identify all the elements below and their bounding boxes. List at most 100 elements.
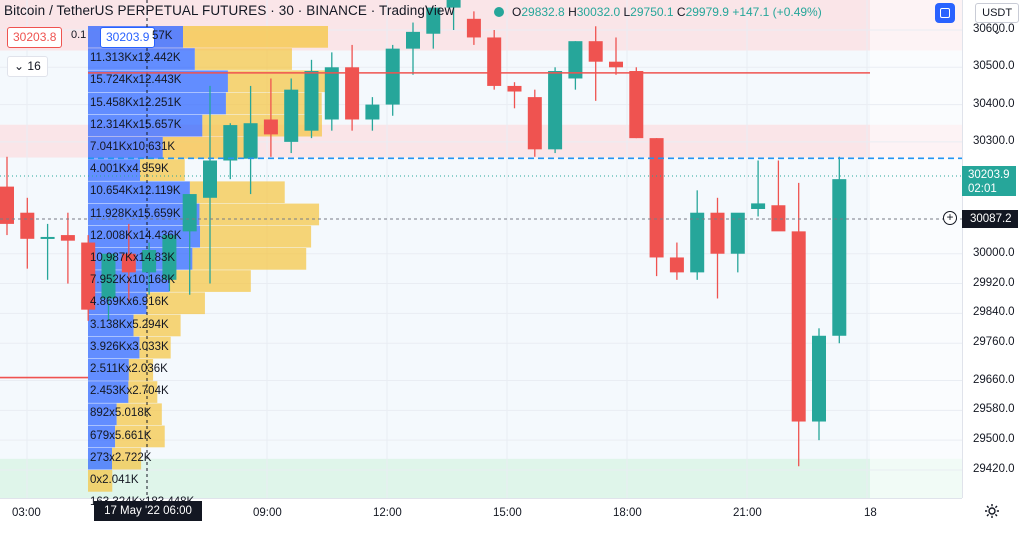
price-tick-label: 29500.0 [973, 433, 1015, 446]
candle-body [182, 194, 197, 232]
price-tick-label: 30400.0 [973, 97, 1015, 110]
vp-sell-bar [88, 159, 141, 181]
volume-profile-label: 57K [152, 30, 173, 42]
candle-body [649, 138, 664, 258]
price-tick-label: 29660.0 [973, 373, 1015, 386]
candle-body [527, 97, 542, 150]
candle-body [771, 205, 786, 232]
volume-profile-label: 7.952Kx10.168K [90, 274, 176, 287]
volume-profile-label: 10.987Kx14.83K [90, 252, 176, 264]
time-tick-label: 15:00 [493, 507, 522, 519]
candle-body [446, 0, 461, 8]
maximize-icon[interactable] [935, 3, 955, 23]
ohlc-legend: O29832.8 H30032.0 L29750.1 C29979.9 +147… [512, 5, 822, 19]
vp-sell-bar [88, 425, 116, 448]
vp-buy-bar [227, 70, 326, 93]
vp-buy-bar [128, 359, 154, 381]
high-value: 30032.0 [576, 5, 621, 19]
price-tick-label: 29420.0 [973, 463, 1015, 475]
volume-profile-label: 273x2.722K [90, 451, 152, 464]
gear-icon[interactable] [984, 503, 1000, 519]
volume-profile-label: 4.001Kx4.959K [90, 163, 169, 176]
vp-buy-bar [133, 314, 181, 337]
market-open-status-icon [494, 7, 504, 17]
volume-profile-label: 15.724Kx12.443K [90, 74, 182, 87]
candle-body [466, 18, 481, 38]
vp-buy-bar [202, 114, 322, 137]
candle-body [690, 212, 705, 273]
candle-body [121, 253, 136, 273]
vp-buy-bar [200, 225, 312, 248]
candle-body [0, 186, 14, 224]
spread-value: 0.1 [71, 29, 87, 41]
crosshair-price-tag: 30087.2 [962, 210, 1018, 228]
vp-buy-bar [194, 48, 292, 70]
candle-body [791, 231, 806, 422]
vp-sell-bar [88, 447, 113, 470]
candle-body [568, 41, 583, 79]
chart-plot-area[interactable] [0, 0, 962, 498]
sell-button[interactable]: 30203.8 [7, 27, 63, 48]
candle-body [710, 212, 725, 254]
volume-profile-label: 2.511Kx2.036K [90, 363, 168, 375]
vp-sell-bar [88, 403, 117, 426]
time-tick-label: 03:00 [12, 507, 41, 519]
volume-profile-label: 679x5.661K [90, 429, 152, 442]
candlestick-chart[interactable] [0, 0, 962, 498]
candle-body [812, 335, 826, 422]
vp-sell-bar [88, 92, 226, 115]
price-tick-label: 29840.0 [973, 306, 1015, 319]
price-tick-label: 29580.0 [973, 403, 1015, 416]
candle-body [101, 253, 116, 299]
volume-profile-label: 11.313Kx12.442K [90, 52, 181, 65]
candle-body [345, 67, 360, 120]
candle-body [263, 119, 278, 135]
low-value: 29750.1 [630, 5, 674, 19]
volume-profile-label: 4.869Kx6.916K [90, 296, 169, 309]
vp-buy-bar [115, 425, 165, 448]
candle-body [203, 160, 217, 198]
candle-body [406, 31, 420, 49]
candle-body [487, 37, 502, 86]
last-price-tag: 30203.9 02:01 [962, 166, 1016, 196]
vp-buy-bar [116, 403, 162, 426]
candle-body [324, 67, 339, 120]
time-tick-label: 21:00 [733, 507, 762, 519]
vp-buy-bar [183, 26, 328, 48]
time-tick-label: 12:00 [373, 507, 402, 519]
price-axis[interactable] [962, 0, 1024, 498]
crosshair-time-tag: 17 May '22 06:00 [94, 501, 202, 521]
price-tick-label: 30600.0 [973, 23, 1015, 35]
currency-selector[interactable]: USDT ⌄ [975, 3, 1019, 37]
symbol-title[interactable]: Bitcoin / TetherUS PERPETUAL FUTURES · 3… [4, 3, 455, 18]
candle-body [832, 179, 847, 336]
vp-sell-bar [88, 48, 195, 70]
vp-sell-bar [88, 114, 203, 137]
volume-profile-label: 12.008Kx14.436K [90, 229, 182, 242]
chevron-down-icon: ⌄ [992, 25, 1002, 37]
volume-profile-label: 10.654Kx12.119K [90, 185, 181, 198]
volume-profile-label: 163.324Kx183.448K [90, 496, 195, 509]
candle-body [629, 71, 644, 139]
add-alert-plus-icon[interactable]: + [943, 211, 957, 225]
candle-body [669, 257, 684, 273]
buy-button[interactable]: 30203.9 [100, 27, 156, 48]
price-tick-label: 30500.0 [973, 60, 1015, 73]
price-tick-label: 29760.0 [973, 336, 1015, 349]
candle-body [243, 123, 258, 159]
candle-body [81, 242, 96, 310]
candle-body [40, 236, 55, 239]
candle-body [284, 89, 299, 142]
candle-body [142, 250, 157, 273]
chevron-down-icon: ⌄ [14, 59, 25, 73]
candle-body [609, 61, 623, 68]
candle-body [751, 203, 766, 209]
interval-selector[interactable]: ⌄ 16 [7, 56, 48, 77]
candle-body [20, 212, 35, 239]
vp-sell-bar [88, 203, 200, 226]
volume-profile-label: 0x2.041K [90, 474, 139, 486]
vp-buy-bar [199, 203, 320, 226]
candle-body [426, 7, 441, 34]
candle-body [588, 41, 603, 62]
future-area [870, 0, 962, 498]
